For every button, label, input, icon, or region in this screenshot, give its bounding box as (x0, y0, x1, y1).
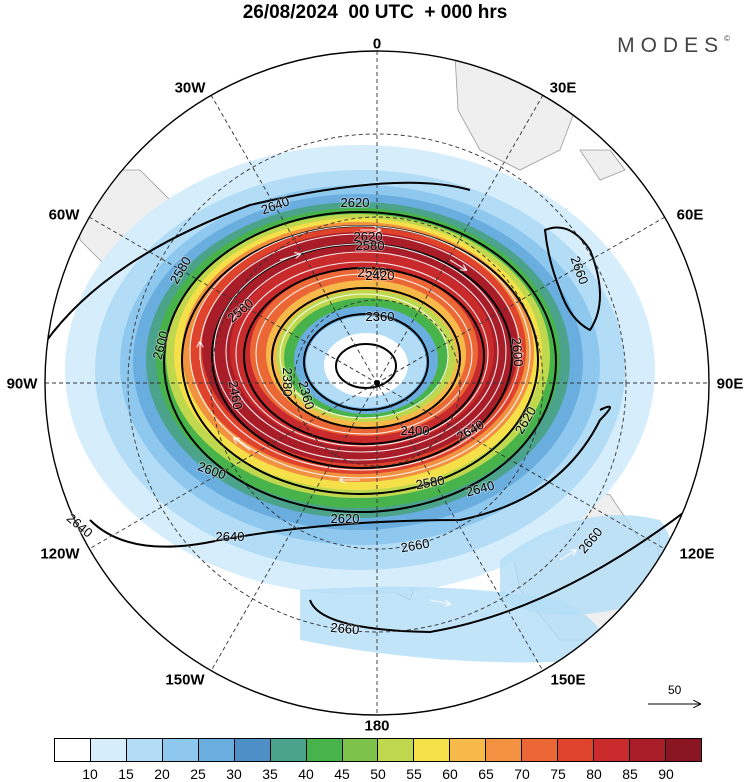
lon-label-90e: 90E (716, 375, 744, 393)
contour-label: 2620 (331, 511, 360, 526)
contour-label: 2460 (226, 380, 246, 411)
lon-label-60e: 60E (676, 206, 704, 224)
colorbar-tick-label: 85 (622, 766, 638, 782)
contour-label: 2600 (509, 337, 526, 367)
colorbar-cell (162, 739, 199, 761)
colorbar-cell (198, 739, 235, 761)
colorbar-tick-label: 90 (658, 766, 674, 782)
colorbar-cell (126, 739, 163, 761)
lon-label-150w: 150W (165, 671, 205, 689)
lon-label-30w: 30W (174, 79, 206, 97)
colorbar-cell (90, 739, 127, 761)
colorbar-tick-label: 80 (586, 766, 602, 782)
colorbar-tick-label: 25 (190, 766, 206, 782)
colorbar-cell (378, 739, 415, 761)
colorbar-cell (55, 739, 91, 761)
colorbar-cell (270, 739, 307, 761)
colorbar-cell (665, 739, 701, 761)
colorbar-cell (630, 739, 666, 761)
lon-label-150e: 150E (550, 671, 586, 689)
lon-label-90w: 90W (6, 375, 38, 393)
colorbar-cell (234, 739, 271, 761)
lon-label-0: 0 (372, 35, 382, 53)
colorbar-tick-label: 10 (82, 766, 98, 782)
colorbar-tick-label: 60 (442, 766, 458, 782)
colorbar-cell (342, 739, 379, 761)
wind-speed-colorbar (54, 738, 702, 762)
contour-label: 2620 (354, 229, 383, 244)
contour-label: 2400 (401, 423, 430, 438)
colorbar-cell (486, 739, 523, 761)
colorbar-tick-label: 65 (478, 766, 494, 782)
contour-label: 2660 (330, 620, 360, 637)
colorbar-tick-label: 55 (406, 766, 422, 782)
contour-label: 2660 (400, 536, 431, 556)
colorbar-cell (414, 739, 451, 761)
lon-label-180: 180 (364, 717, 390, 735)
contour-label: 2540 (358, 265, 387, 280)
brand-mark: © (724, 34, 730, 43)
lon-label-60w: 60W (48, 206, 80, 224)
colorbar-cell (558, 739, 595, 761)
contour-label: 2620 (341, 195, 370, 210)
colorbar-tick-label: 30 (226, 766, 242, 782)
colorbar-tick-label: 35 (262, 766, 278, 782)
lon-label-120w: 120W (40, 545, 80, 563)
colorbar-tick-label: 50 (370, 766, 386, 782)
brand-text: MODES (617, 34, 725, 57)
reference-vector-label: 50 (668, 683, 682, 697)
contour-label: 2580 (356, 238, 385, 253)
colorbar-cell (594, 739, 630, 761)
colorbar-tick-label: 70 (514, 766, 530, 782)
contour-label: 2380 (280, 368, 295, 397)
colorbar-tick-label: 15 (118, 766, 134, 782)
modes-logo: MODES© (617, 34, 730, 58)
lon-label-30e: 30E (549, 79, 577, 97)
colorbar-tick-label: 75 (550, 766, 566, 782)
colorbar-tick-label: 40 (298, 766, 314, 782)
colorbar-cell (450, 739, 487, 761)
lon-label-120e: 120E (679, 545, 715, 563)
wind-streamlines (189, 225, 576, 604)
contour-label: 2580 (415, 473, 446, 493)
contour-label: 2640 (216, 529, 245, 544)
colorbar-tick-label: 20 (154, 766, 170, 782)
contour-label: 2600 (149, 329, 171, 361)
map-title: 26/08/2024 00 UTC + 000 hrs (242, 2, 508, 23)
contour-label: 2360 (366, 309, 395, 324)
contour-label: 2420 (366, 268, 395, 283)
colorbar-cell (306, 739, 343, 761)
colorbar-cell (522, 739, 559, 761)
colorbar-tick-label: 45 (334, 766, 350, 782)
